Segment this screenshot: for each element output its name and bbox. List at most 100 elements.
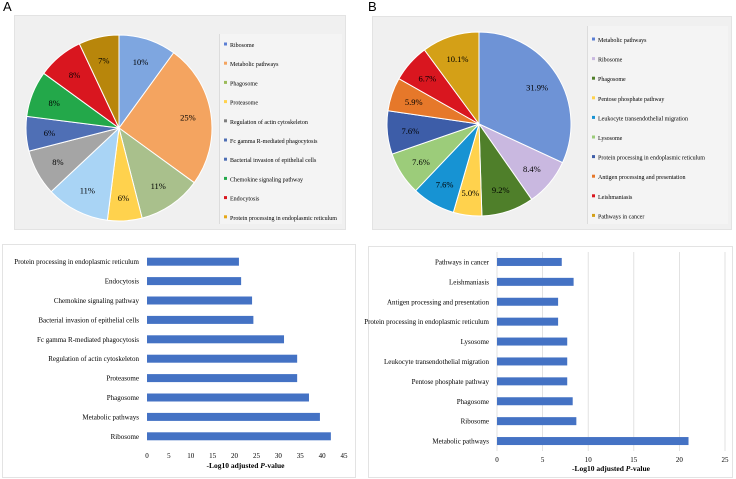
bar [497,317,559,326]
category-label: Pathways in cancer [435,258,490,266]
legend-entry: Metabolic pathways [230,62,279,68]
pie-slice-label: 10.1% [446,54,468,64]
bar [147,296,253,305]
x-axis-label: -Log10 adjusted P-value [207,461,286,470]
x-axis-label-italic: P [260,461,265,470]
x-axis-label-italic: P [626,464,631,473]
bar [497,437,689,446]
x-tick-label: 15 [630,456,638,464]
legend-swatch [592,57,595,61]
legend-entry: Leukocyte transendothelial migration [598,116,688,122]
legend-swatch [224,157,227,161]
category-label: Lysosome [461,338,489,346]
x-tick-label: 0 [495,456,499,464]
x-tick-label: 15 [209,452,217,460]
legend-swatch [224,119,227,123]
pie-slice-label: 7.6% [436,179,454,189]
pie-slice [423,31,480,126]
x-tick-label: 45 [341,452,349,460]
bar [147,374,298,383]
legend-swatch [592,96,595,100]
pie-slice-label: 8% [69,70,80,80]
legend-entry: Ribosome [230,43,255,49]
pie-slice-label: 8% [48,98,59,108]
bar [147,412,320,421]
legend-entry: Pathways in cancer [598,214,644,220]
pie-slice-label: 11% [151,181,166,191]
legend-entry: Proteasome [230,101,258,107]
bar [147,257,239,266]
legend-swatch [224,215,227,219]
pie-slice-label: 31.9% [526,82,548,92]
bar [497,357,568,366]
pie-slice [478,31,572,164]
panel-label-a: A [3,0,12,14]
legend-entry: Bacterial invasion of epithelial cells [230,157,317,164]
category-label: Leishmaniasis [449,278,489,286]
legend-swatch [592,155,595,159]
x-tick-label: 0 [145,452,149,460]
category-label: Phagosome [457,398,489,406]
bar [147,315,254,324]
pie-slice [118,52,213,184]
category-label: Protein processing in endoplasmic reticu… [364,318,489,326]
pie-slice-label: 8.4% [523,164,541,174]
legend-entry: Endocytosis [230,197,260,203]
x-axis-label-suffix: -value [630,464,650,473]
legend-entry: Pentose phosphate pathway [598,97,664,103]
x-axis-label-prefix: -Log10 adjusted [572,464,626,473]
pie-slice-label: 8% [52,157,63,167]
category-label: Metabolic pathways [82,413,139,421]
legend-entry: Ribosome [598,58,623,64]
x-tick-label: 25 [253,452,261,460]
category-label: Protein processing in endoplasmic reticu… [14,258,139,266]
panel-label-b: B [368,0,377,14]
legend-swatch [224,176,227,180]
legend-entry: Protein processing in endoplasmic reticu… [230,216,337,222]
category-label: Bacterial invasion of epithelial cells [38,316,139,324]
pie-slice-label: 5.0% [461,188,479,198]
category-label: Metabolic pathways [432,438,489,446]
x-axis-label-prefix: -Log10 adjusted [207,461,261,470]
category-label: Endocytosis [105,278,139,286]
legend-swatch [592,37,595,41]
x-tick-label: 5 [541,456,545,464]
bar [147,354,298,363]
pie-slice-label: 25% [180,113,196,123]
bar [497,297,559,306]
category-label: Proteasome [106,375,139,383]
category-label: Phagosome [107,394,139,402]
legend-swatch [224,61,227,65]
legend-entry: Metabolic pathways [598,38,647,44]
legend-entry: Chemokine signaling pathway [230,177,303,183]
pie-slice-label: 6.7% [419,74,437,84]
panel-b-pie-legend-frame [587,26,728,224]
legend-swatch [224,196,227,200]
pie-slice-label: 7% [98,55,109,65]
pie-slice-label: 6% [44,128,55,138]
category-label: Pentose phosphate pathway [412,378,490,386]
bar [497,257,562,266]
legend-swatch [224,80,227,84]
legend-entry: Protein processing in endoplasmic reticu… [598,156,705,162]
bar [497,397,573,406]
x-tick-label: 30 [275,452,283,460]
category-label: Regulation of actin cytoskeleton [48,355,139,363]
legend-swatch [592,76,595,80]
legend-swatch [224,138,227,142]
legend-entry: Phagosome [598,77,626,83]
bar [147,432,331,441]
x-tick-label: 10 [187,452,195,460]
legend-entry: Antigen processing and presentation [598,175,685,181]
category-label: Chemokine signaling pathway [54,297,140,305]
category-label: Ribosome [461,418,489,426]
x-tick-label: 35 [297,452,305,460]
x-tick-label: 40 [319,452,327,460]
pie-slice-label: 7.6% [412,157,430,167]
pie-slice-label: 6% [118,193,129,203]
legend-entry: Phagosome [230,81,258,87]
